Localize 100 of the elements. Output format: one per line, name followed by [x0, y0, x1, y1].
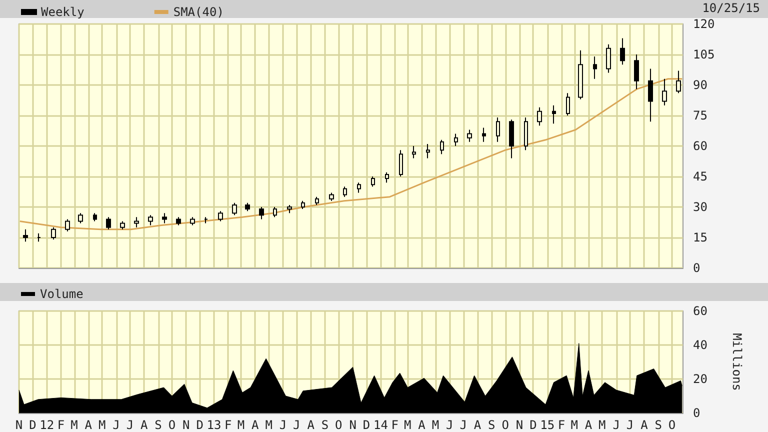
y-tick-label: 0	[693, 406, 700, 420]
candlestick	[524, 117, 528, 151]
x-tick-label: A	[418, 418, 426, 432]
candlestick	[620, 38, 625, 66]
y-tick-label: 20	[693, 372, 708, 386]
x-tick-label: 15	[540, 418, 555, 432]
x-tick-label: S	[321, 418, 329, 432]
x-tick-label: J	[293, 418, 300, 432]
y-tick-label: 0	[693, 261, 700, 275]
candlestick	[232, 202, 237, 216]
x-tick-label: 13	[206, 418, 222, 432]
x-tick-label: D	[196, 418, 204, 432]
y-tick-label: 30	[693, 200, 708, 214]
candlestick	[454, 133, 458, 146]
candlestick	[343, 186, 347, 198]
y-axis-title: Millions	[730, 333, 744, 391]
candlestick	[482, 127, 486, 142]
candlestick	[51, 226, 56, 240]
x-tick-label: F	[57, 418, 65, 432]
candlestick	[301, 200, 305, 210]
x-tick-label: D	[362, 418, 370, 432]
x-tick-label: A	[584, 418, 593, 432]
x-tick-label: J	[112, 418, 120, 432]
text: 10/25/15	[702, 1, 760, 15]
candlestick	[273, 206, 277, 218]
x-tick-label: 12	[40, 418, 54, 432]
candlestick	[566, 92, 570, 116]
candlestick	[190, 216, 195, 226]
legend-label: Weekly	[41, 5, 84, 19]
x-tick-label: J	[446, 418, 454, 432]
candlestick	[65, 218, 70, 232]
candlestick	[578, 50, 583, 100]
x-tick-label: A	[84, 418, 93, 432]
candlestick	[78, 212, 83, 224]
x-tick-label: M	[98, 418, 106, 432]
x-tick-label: N	[349, 418, 356, 432]
y-tick-label: 15	[693, 230, 708, 244]
x-tick-label: J	[460, 418, 467, 432]
x-tick-label: F	[558, 418, 566, 432]
x-tick-label: M	[265, 418, 272, 432]
candlestick	[399, 150, 403, 177]
candlestick	[662, 78, 667, 106]
x-tick-label: F	[224, 418, 232, 432]
candlestick	[467, 129, 472, 142]
x-tick-label: N	[182, 418, 190, 432]
candlestick	[593, 56, 597, 80]
candlestick	[357, 182, 361, 194]
candlestick	[648, 68, 653, 122]
x-tick-label: F	[391, 418, 398, 432]
x-tick-label: M	[570, 418, 578, 432]
x-tick-label: J	[279, 418, 287, 432]
x-tick-label: J	[126, 418, 134, 432]
candlestick	[634, 54, 639, 90]
y-tick-label: 60	[693, 139, 708, 153]
candlestick	[287, 204, 292, 214]
x-tick-label: A	[640, 418, 649, 432]
candlestick	[93, 212, 97, 222]
y-tick-label: 75	[693, 108, 708, 122]
x-tick-label: A	[474, 418, 482, 432]
x-tick-label: N	[15, 418, 23, 432]
x-tick-label: M	[237, 418, 245, 432]
candlestick	[412, 146, 416, 159]
candlestick	[148, 214, 153, 226]
candlestick	[676, 70, 681, 94]
x-tick-label: M	[432, 418, 440, 432]
x-tick-label: S	[654, 418, 662, 432]
candlestick	[509, 119, 514, 159]
candlestick	[204, 216, 208, 224]
x-tick-label: A	[251, 418, 260, 432]
y-tick-label: 120	[693, 17, 715, 31]
x-tick-label: O	[668, 418, 676, 432]
candlestick	[23, 228, 28, 242]
x-tick-label: 14	[373, 418, 388, 432]
x-tick-label: D	[29, 418, 36, 432]
candlestick	[315, 196, 319, 206]
candlestick	[245, 202, 250, 212]
candlestick	[537, 106, 542, 126]
x-tick-label: J	[612, 418, 620, 432]
x-tick-label: M	[598, 418, 606, 432]
candlestick	[120, 220, 125, 230]
x-tick-label: J	[626, 418, 634, 432]
x-tick-label: S	[488, 418, 496, 432]
x-tick-label: O	[335, 418, 342, 432]
y-tick-label: 105	[693, 48, 715, 62]
x-tick-label: O	[168, 418, 176, 432]
candlestick	[329, 192, 334, 202]
candlestick	[552, 104, 556, 124]
candlestick	[440, 139, 444, 155]
candlestick	[106, 216, 111, 230]
x-tick-label: S	[154, 418, 162, 432]
candlestick	[259, 206, 264, 220]
candlestick	[371, 176, 375, 188]
x-tick-label: N	[516, 418, 524, 432]
x-tick-label: D	[530, 418, 537, 432]
y-tick-label: 40	[693, 338, 708, 352]
candlestick	[385, 172, 389, 184]
candlestick	[162, 212, 167, 224]
candlestick	[496, 117, 500, 142]
candlestick	[37, 232, 41, 242]
legend-label: Volume	[40, 287, 84, 301]
